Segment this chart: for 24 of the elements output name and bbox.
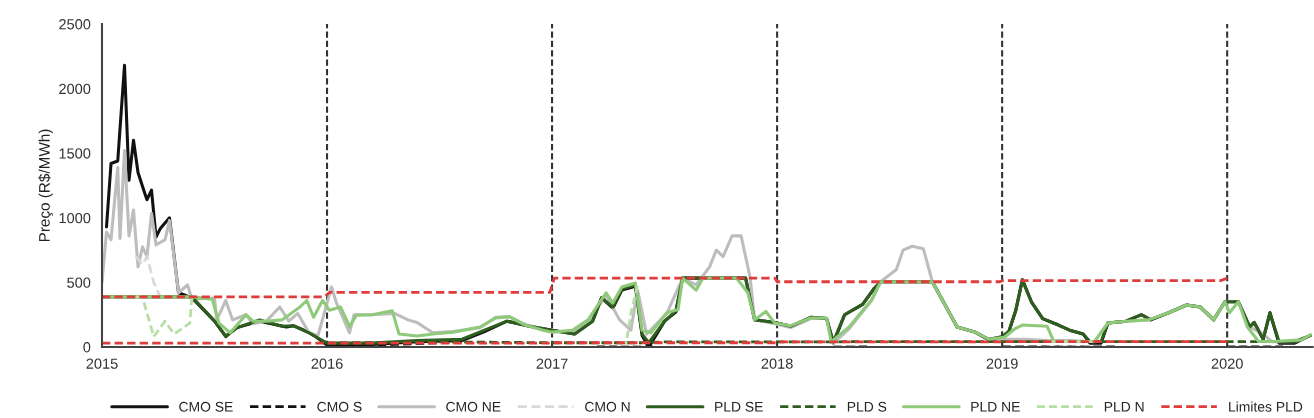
legend-label: PLD NE xyxy=(971,402,1020,412)
legend-label: CMO SE xyxy=(179,401,233,412)
x-tick-label: 2017 xyxy=(536,358,568,369)
y-tick-label: 1500 xyxy=(59,148,91,159)
y-axis-title: Preço (R$/MWh) xyxy=(38,129,53,242)
x-tick-label: 2015 xyxy=(86,358,118,369)
line-series xyxy=(102,276,1229,299)
y-tick-label: 1000 xyxy=(59,212,91,224)
y-tick-label: 0 xyxy=(83,342,91,353)
legend-label: Limites PLD xyxy=(1229,401,1303,412)
legend-label: PLD S xyxy=(847,401,887,412)
y-tick-label: 2500 xyxy=(59,19,91,30)
legend-label: CMO N xyxy=(585,401,630,412)
legend-label: PLD N xyxy=(1104,402,1144,412)
x-tick-label: 2016 xyxy=(311,358,343,369)
legend-label: CMO S xyxy=(317,401,362,412)
y-tick-label: 2000 xyxy=(59,83,91,95)
legend-label: PLD SE xyxy=(715,401,763,412)
line-series xyxy=(134,295,194,339)
x-tick-label: 2020 xyxy=(1211,358,1243,369)
y-tick-label: 500 xyxy=(67,277,91,288)
legend-label: CMO NE xyxy=(446,401,501,412)
x-tick-label: 2019 xyxy=(986,358,1018,369)
x-tick-label: 2018 xyxy=(761,358,793,369)
